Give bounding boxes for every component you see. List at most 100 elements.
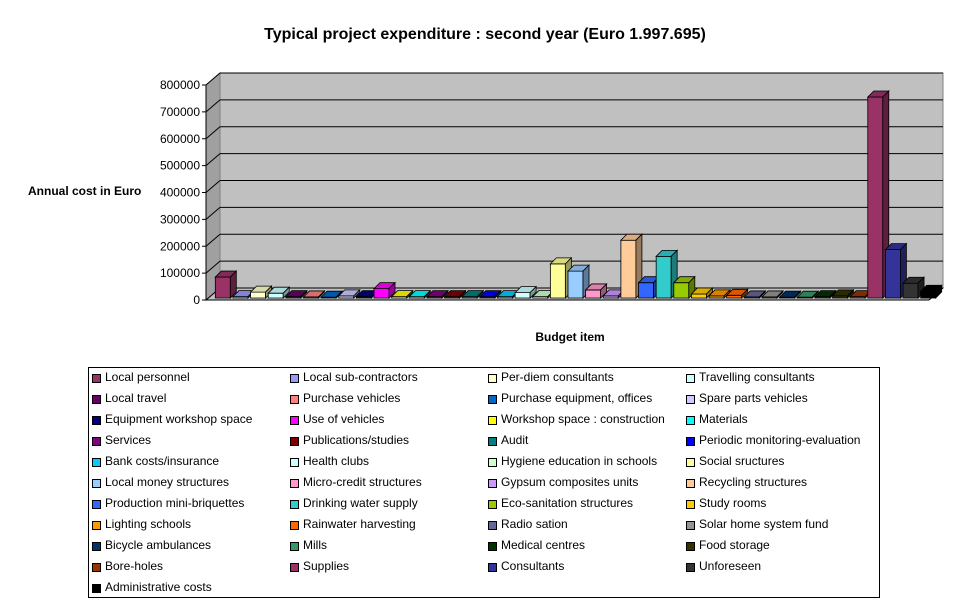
bar-side: [741, 288, 749, 299]
bar-side: [423, 289, 431, 299]
legend-label: Purchase vehicles: [303, 391, 401, 405]
legend-swatch: [290, 458, 299, 467]
legend-swatch: [686, 542, 695, 551]
bar-front: [655, 255, 672, 299]
bar: [214, 270, 238, 299]
y-tick-label: 600000: [160, 132, 200, 146]
bar-side: [459, 289, 466, 299]
bar: [461, 289, 485, 299]
legend-swatch: [290, 437, 299, 446]
legend-label: Publications/studies: [303, 433, 410, 447]
legend-swatch: [92, 458, 101, 467]
bar-front: [567, 270, 584, 299]
legend-label: Administrative costs: [105, 580, 212, 594]
legend-swatch: [488, 500, 497, 509]
legend-swatch: [686, 374, 695, 383]
legend-label: Social sructures: [699, 454, 785, 468]
y-tick-label: 0: [193, 293, 200, 307]
gridline-side: [205, 72, 221, 86]
legend-label: Bicycle ambulances: [105, 538, 212, 552]
legend-label: Solar home system fund: [699, 517, 829, 531]
bar: [302, 289, 326, 299]
legend-label: Food storage: [699, 538, 770, 552]
legend-label: Use of vehicles: [303, 412, 385, 426]
bar: [919, 284, 943, 299]
bar: [390, 289, 414, 299]
bar: [249, 285, 273, 299]
legend-swatch: [92, 416, 101, 425]
legend-label: Purchase equipment, offices: [501, 391, 653, 405]
legend-swatch: [488, 542, 497, 551]
chart-title: Typical project expenditure : second yea…: [264, 26, 706, 43]
bar-front: [620, 239, 637, 299]
legend-label: Consultants: [501, 559, 565, 573]
bar-side: [441, 289, 449, 299]
bar-side: [282, 286, 290, 299]
legend-swatch: [488, 563, 497, 572]
legend-label: Gypsum composites units: [501, 475, 639, 489]
legend-swatch: [686, 437, 695, 446]
legend-swatch: [92, 563, 101, 572]
bar: [866, 90, 890, 299]
bar-side: [406, 289, 414, 299]
bar-side: [300, 289, 308, 299]
bar-side: [935, 284, 943, 299]
bar: [761, 289, 784, 299]
legend-label: Supplies: [303, 559, 350, 573]
legend-label: Hygiene education in schools: [501, 454, 658, 468]
legend-label: Equipment workshop space: [105, 412, 253, 426]
gridline-side: [205, 260, 221, 274]
bar: [902, 276, 926, 299]
chart-legend: Local personnel Local sub-contractors Per-…: [88, 367, 880, 598]
legend-swatch: [290, 563, 299, 572]
legend-swatch: [686, 563, 695, 572]
legend-label: Micro-credit structures: [303, 475, 422, 489]
legend-label: Bank costs/insurance: [105, 454, 220, 468]
bar: [373, 281, 396, 299]
legend-swatch: [290, 500, 299, 509]
legend-label: Recycling structures: [699, 475, 808, 489]
legend-swatch: [686, 416, 695, 425]
legend-swatch: [92, 437, 101, 446]
bar-front: [902, 282, 919, 299]
y-tick-label: 400000: [160, 186, 200, 200]
legend-swatch: [92, 479, 101, 488]
legend-label: Medical centres: [501, 538, 586, 552]
bar: [796, 290, 820, 299]
chart-plot: 0 100000 200000 300000 400000 500000 600000 700…: [160, 71, 945, 307]
bar-side: [847, 288, 854, 299]
legend-swatch: [92, 500, 101, 509]
legend-label: Spare parts vehicles: [699, 391, 808, 405]
legend-swatch: [488, 395, 497, 404]
bar-side: [811, 290, 819, 299]
legend-label: Health clubs: [303, 454, 370, 468]
bar-front: [514, 292, 531, 299]
legend-label: Services: [105, 433, 152, 447]
legend-swatch: [290, 416, 299, 425]
bar: [267, 286, 291, 299]
bar-side: [494, 289, 502, 299]
legend-swatch: [686, 458, 695, 467]
y-tick-label: 500000: [160, 159, 200, 173]
legend-label: Drinking water supply: [303, 496, 418, 510]
bar-side: [388, 281, 396, 299]
bar-side: [529, 285, 537, 299]
gridline-side: [205, 126, 221, 140]
bar-front: [250, 291, 266, 299]
bar: [337, 288, 361, 299]
legend-swatch: [488, 416, 497, 425]
bar-front: [867, 96, 884, 299]
legend-label: Travelling consultants: [699, 370, 815, 384]
bar: [514, 285, 538, 299]
bar: [408, 289, 432, 299]
bar-side: [758, 289, 766, 299]
legend-swatch: [290, 521, 299, 530]
bar: [743, 289, 767, 299]
legend-swatch: [92, 521, 101, 530]
bar-front: [691, 293, 707, 299]
gridline-side: [205, 233, 221, 247]
legend-label: Mills: [303, 538, 327, 552]
bar-front: [549, 263, 566, 299]
legend-label: Radio sation: [501, 517, 568, 531]
gridline-side: [205, 99, 221, 113]
